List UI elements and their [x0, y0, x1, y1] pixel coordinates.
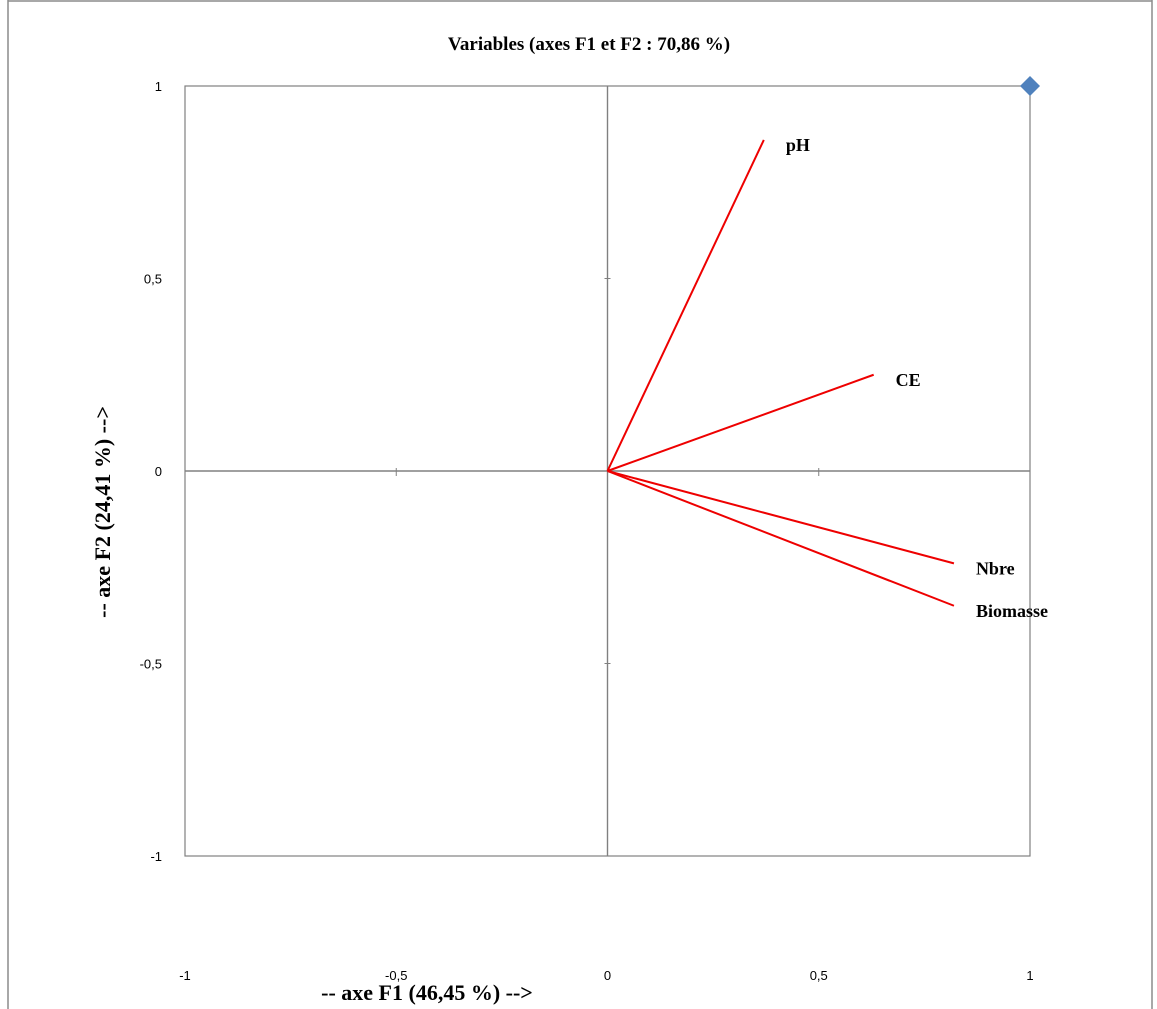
points-layer: [1020, 76, 1040, 96]
vector-label-biomasse: Biomasse: [976, 601, 1048, 621]
y-axis-title: -- axe F2 (24,41 %) -->: [90, 406, 115, 618]
x-tick-label: -0,5: [385, 968, 407, 983]
y-tick-label: -0,5: [140, 657, 162, 672]
y-tick-label: 0: [155, 464, 162, 479]
ticks-layer: -1 -0,5 0 0,5 1 1 0,5 0 -0,5 -1: [140, 79, 1034, 983]
x-tick-label: -1: [179, 968, 191, 983]
vector-ph: [606, 139, 765, 472]
vector-label-ce: CE: [896, 370, 921, 390]
vector-label-ph: pH: [786, 135, 810, 155]
y-tick-label: 0,5: [144, 272, 162, 287]
x-tick-label: 0,5: [810, 968, 828, 983]
vector-biomasse: [607, 470, 955, 607]
vector-label-nbre: Nbre: [976, 558, 1015, 578]
vector-ce: [607, 373, 875, 472]
x-tick-label: 1: [1026, 968, 1033, 983]
y-tick-label: -1: [150, 849, 162, 864]
data-point-diamond: [1020, 76, 1040, 96]
vectors-layer: pH CE Nbre Biomasse: [606, 135, 1048, 621]
x-axis-title: -- axe F1 (46,45 %) -->: [321, 980, 533, 1005]
y-tick-label: 1: [155, 79, 162, 94]
chart-title: Variables (axes F1 et F2 : 70,86 %): [448, 34, 730, 55]
vector-nbre: [607, 470, 955, 565]
x-tick-label: 0: [604, 968, 611, 983]
